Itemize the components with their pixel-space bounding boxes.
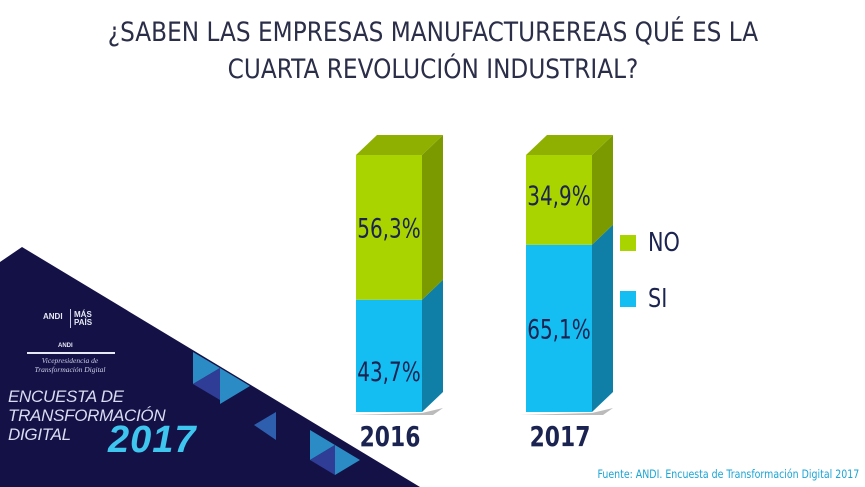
x-tick-label-2016: 2016 (359, 420, 421, 453)
legend-item-no: NO (620, 228, 688, 258)
legend-swatch-si (620, 291, 636, 307)
bar-no-side-2016 (422, 135, 443, 300)
bar-top-2016 (356, 135, 443, 155)
decorative-triangles (193, 352, 360, 475)
survey-title: ENCUESTA DE TRANSFORMACIÓN DIGITAL 2017 (8, 387, 196, 460)
bar-top-2017 (526, 135, 613, 155)
bar-si-side-2017 (592, 224, 613, 412)
legend-label-no: NO (648, 228, 680, 258)
mas-pais-logo: MÁS PAÍS (74, 310, 93, 327)
vicepresidencia-label: Vicepresidencia de Transformación Digita… (34, 356, 106, 374)
bars-group: 56,3% 43,7% 34,9% 65,1% (350, 135, 613, 415)
bar-si-side-2016 (422, 279, 443, 412)
legend-item-si: SI (620, 284, 672, 314)
source-note: Fuente: ANDI. Encuesta de Transformación… (597, 467, 859, 481)
data-label-no-2017: 34,9% (527, 180, 590, 212)
bar-si-front-2016 (356, 299, 422, 412)
data-label-no-2016: 56,3% (357, 212, 420, 244)
legend-swatch-no (620, 235, 636, 251)
page-title: ¿SABEN LAS EMPRESAS MANUFACTUREREAS QUÉ … (61, 14, 805, 88)
survey-title-line-1: ENCUESTA DE (8, 387, 124, 406)
survey-year: 2017 (108, 419, 197, 461)
bar-no-side-2017 (592, 135, 613, 245)
survey-title-line-3: DIGITAL (8, 425, 71, 444)
bar-no-front-2017 (526, 155, 592, 245)
x-tick-label-2017: 2017 (529, 420, 591, 453)
data-label-si-2016: 43,7% (357, 356, 420, 388)
data-label-si-2017: 65,1% (527, 313, 590, 345)
legend-label-si: SI (648, 284, 668, 314)
survey-title-line-2: TRANSFORMACIÓN (8, 406, 166, 425)
bar-shadow-2016 (350, 408, 443, 415)
logo-divider (27, 352, 115, 354)
andi-logo: ANDI (43, 312, 63, 321)
bar-no-front-2016 (356, 155, 422, 300)
bar-si-front-2017 (526, 244, 592, 412)
title-line-1: ¿SABEN LAS EMPRESAS MANUFACTUREREAS QUÉ … (107, 17, 759, 48)
bar-shadow-2017 (520, 408, 613, 415)
logo-separator (70, 309, 71, 328)
title-line-2: CUARTA REVOLUCIÓN INDUSTRIAL? (227, 54, 639, 85)
andi-logo-small: ANDI (58, 343, 73, 349)
